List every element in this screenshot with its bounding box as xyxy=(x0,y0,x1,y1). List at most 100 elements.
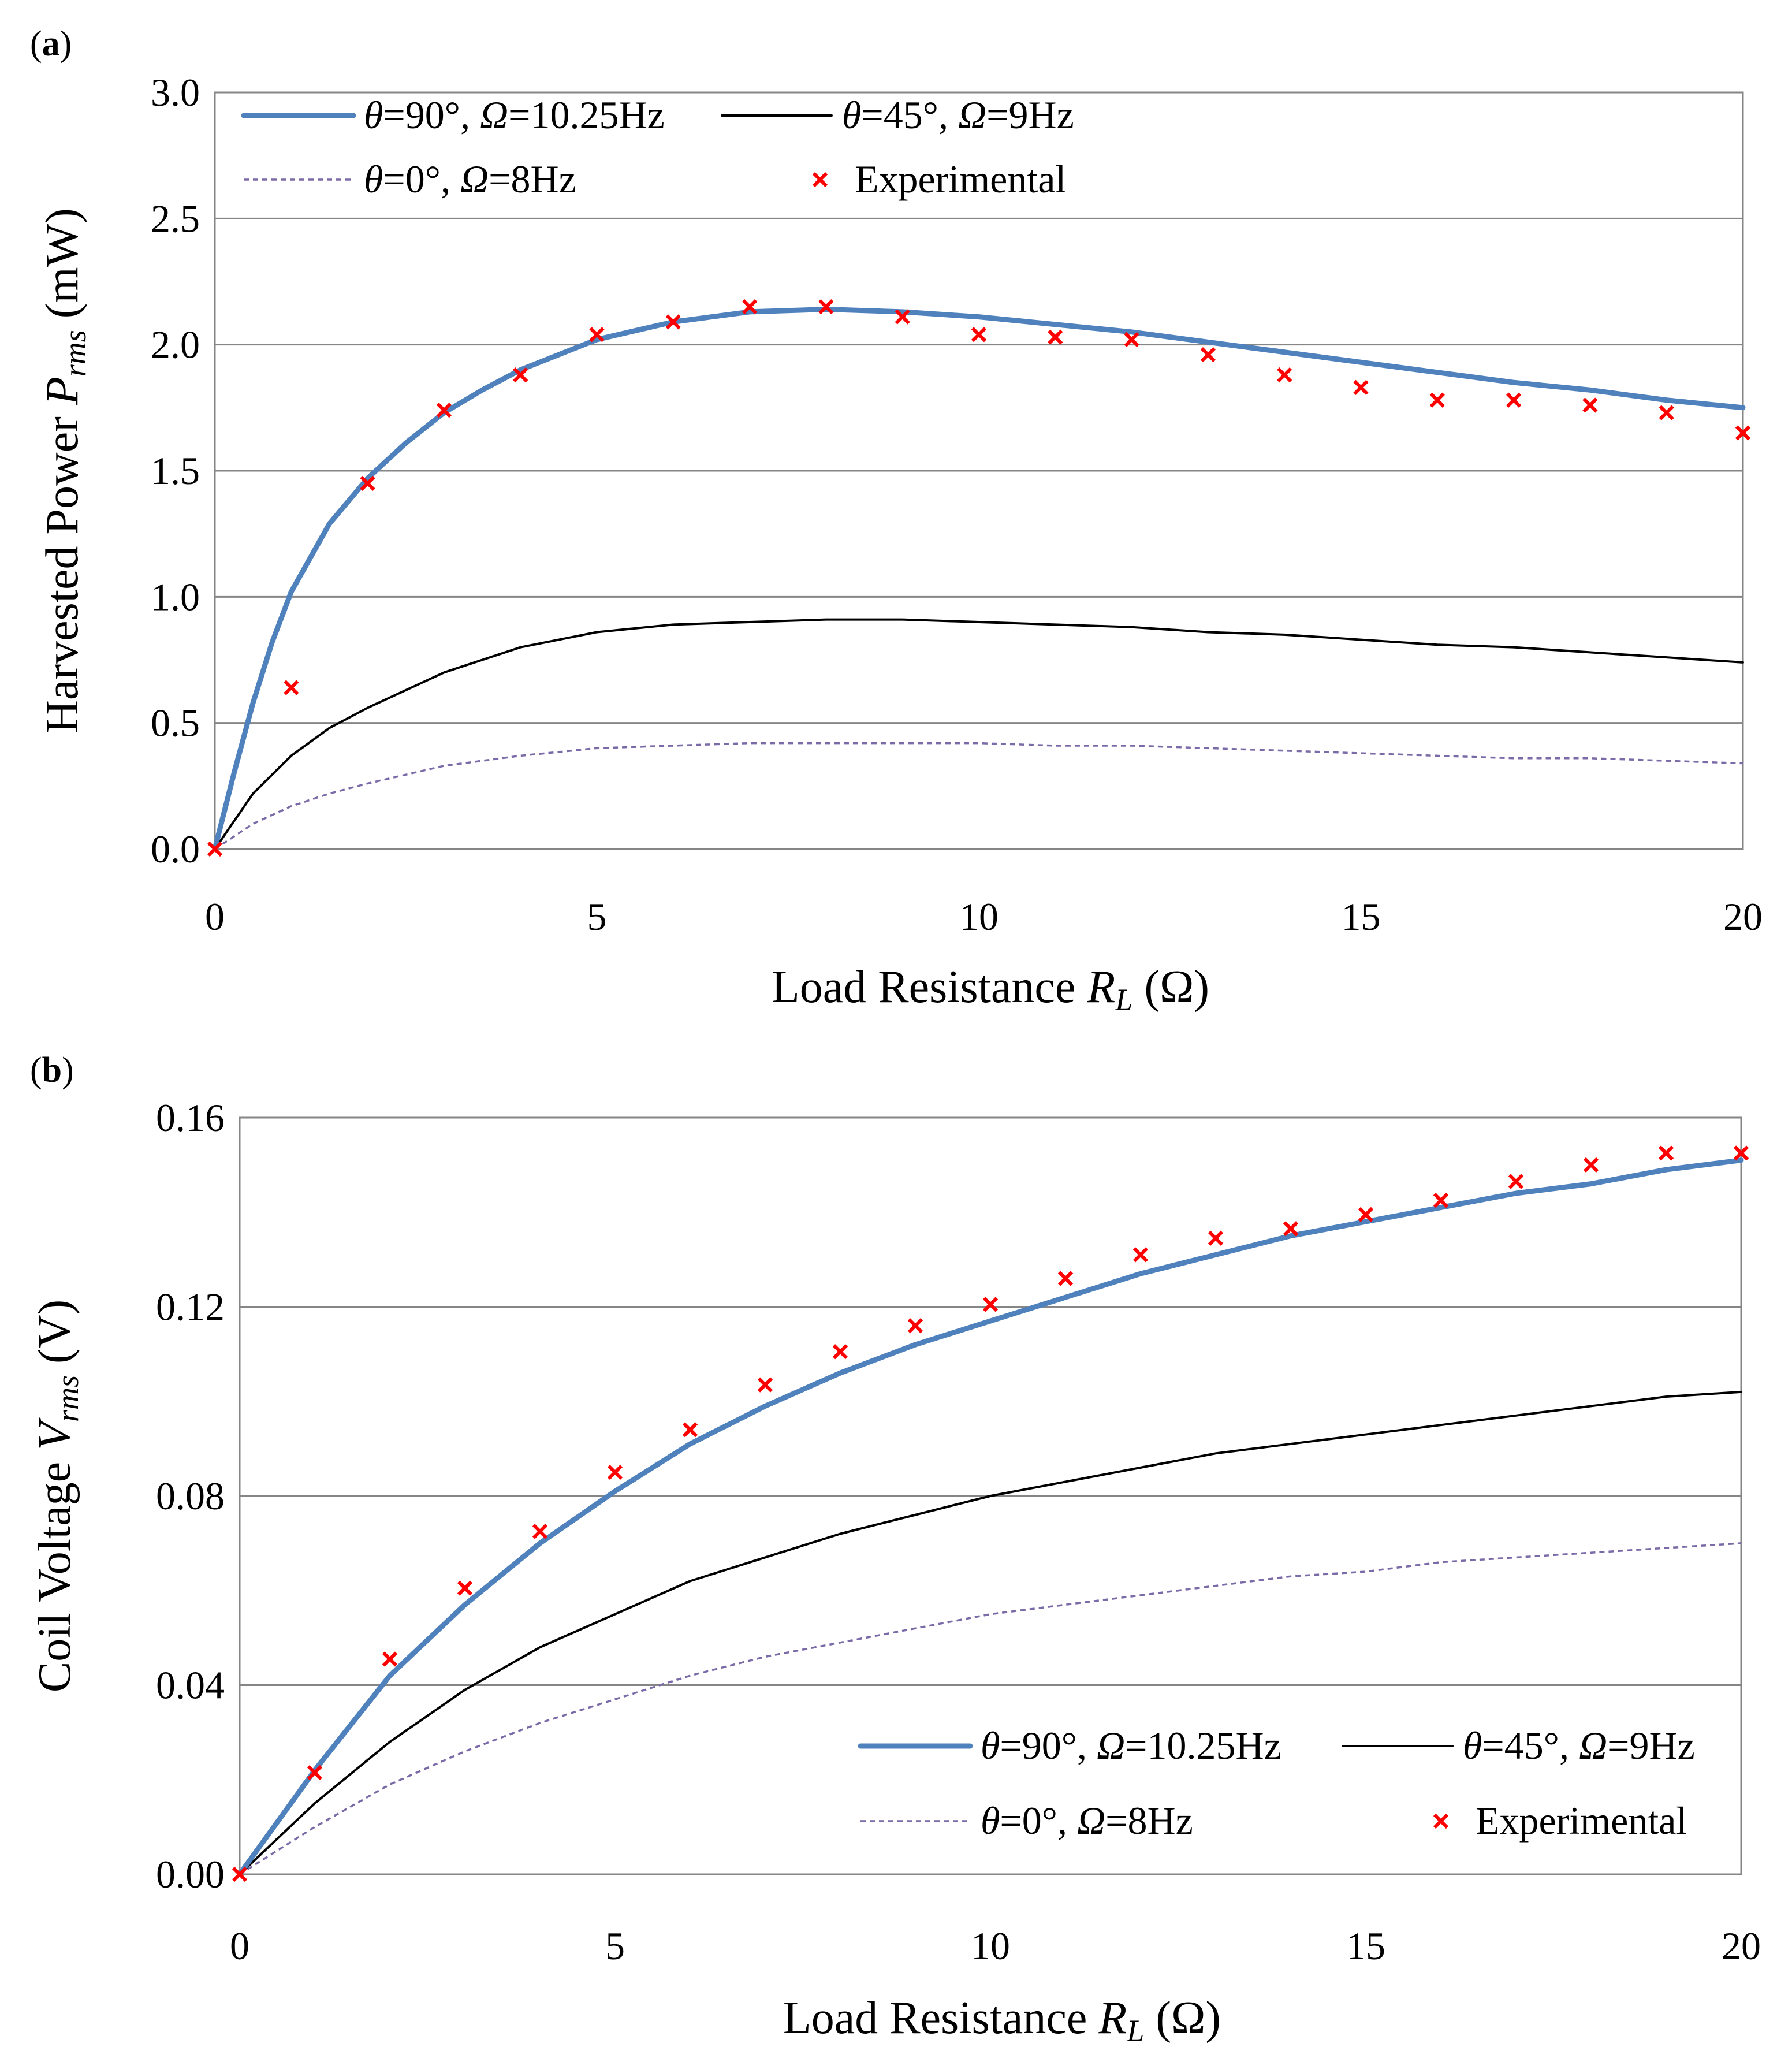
chart-1-legend-entry-0: θ=90°, Ω=10.25Hz xyxy=(858,1724,1281,1767)
chart-1-series-3-point-15-stroke-b xyxy=(1358,1207,1374,1222)
chart-0-series-0-line xyxy=(212,307,1746,852)
chart-0-legend-entry-0-label-b: =90°, xyxy=(383,93,480,137)
chart-0-x-axis-title-unit: (Ω) xyxy=(1132,962,1209,1013)
chart-0-y-axis-title: Harvested Power Prms (mW) xyxy=(37,208,92,734)
chart-1-series-3-point-17 xyxy=(1508,1174,1524,1189)
chart-1-legend-entry-1-label-d: =9Hz xyxy=(1607,1724,1695,1767)
chart-0-legend-entry-2-label-b: =0°, xyxy=(383,157,460,201)
chart-0-series-3-point-18-stroke-b xyxy=(1582,397,1598,413)
chart-1-series-3-point-8-stroke-b xyxy=(832,1344,848,1360)
chart-0-panel-label: (a) xyxy=(30,24,72,64)
chart-0-legend-entry-2-label-c: Ω xyxy=(460,157,489,201)
chart-1-series-3-point-6 xyxy=(682,1422,698,1438)
chart-0-ytick-label-3: 1.5 xyxy=(151,449,200,493)
chart-0-series-3-point-18 xyxy=(1582,397,1598,413)
chart-0-xtick-label-1: 5 xyxy=(587,895,607,939)
chart-1-series-3-point-6-stroke-b xyxy=(682,1422,698,1438)
chart-1-x-axis-title-unit: (Ω) xyxy=(1144,1993,1221,2044)
chart-1-ytick-label-3: 0.12 xyxy=(156,1285,225,1329)
chart-1-legend-entry-3-marker-stroke-b xyxy=(1433,1813,1449,1829)
chart-0-x-axis-title-sub: L xyxy=(1115,982,1132,1017)
chart-0-series-3-point-11 xyxy=(1048,329,1063,345)
chart-1-series-3-point-10 xyxy=(982,1297,999,1312)
chart-0-series-3-point-1-stroke-b xyxy=(284,680,299,695)
chart-1-panel-label-open: ( xyxy=(30,1051,42,1090)
chart-1-series-3-point-14 xyxy=(1283,1221,1299,1237)
chart-1-y-axis-title-sub: rms xyxy=(50,1375,85,1422)
chart-0-series-3-point-12 xyxy=(1124,332,1139,348)
chart-1-legend-entry-0-label-a: θ xyxy=(981,1724,1000,1767)
chart-1-legend-entry-0-label: θ=90°, Ω=10.25Hz xyxy=(981,1724,1281,1767)
chart-0-panel-label-close: ) xyxy=(60,24,72,64)
chart-1-ytick-label-0: 0.00 xyxy=(156,1852,225,1896)
chart-0-legend-entry-3-marker-stroke-b xyxy=(812,172,828,188)
chart-0-panel-label-open: ( xyxy=(30,24,42,64)
chart-0-x-axis-title-symbol: R xyxy=(1086,962,1115,1013)
chart-0-series-3-point-5 xyxy=(589,327,605,343)
chart-0-y-axis-title-unit: (mW) xyxy=(37,208,88,330)
chart-1-legend-entry-0-label-c: Ω xyxy=(1097,1724,1125,1767)
chart-0-series-3-point-10-stroke-b xyxy=(971,327,987,343)
chart-1-legend-entry-1-label: θ=45°, Ω=9Hz xyxy=(1463,1724,1695,1767)
chart-1-legend-entry-1: θ=45°, Ω=9Hz xyxy=(1342,1724,1695,1767)
chart-0-series-3-point-5-stroke-b xyxy=(589,327,605,343)
chart-0-series-3-point-9 xyxy=(895,309,910,325)
chart-0-legend-entry-1: θ=45°, Ω=9Hz xyxy=(721,93,1074,137)
chart-1-panel-label-letter: b xyxy=(42,1051,62,1090)
chart-1-series-3-point-7 xyxy=(757,1377,773,1393)
chart-0-x-axis-title-text: Load Resistance xyxy=(772,962,1087,1013)
chart-1-series-3-point-16-stroke-b xyxy=(1433,1193,1449,1208)
chart-0-series-3-point-14 xyxy=(1277,367,1292,383)
chart-1-series-3-point-12 xyxy=(1132,1247,1149,1263)
chart-0-ytick-label-2: 1.0 xyxy=(151,575,200,619)
chart-0: (a) 0.0 0.5 1.0 1.5 2.0 2.5 3.0 0 5 10 15 20 Load Res… xyxy=(30,24,1763,1017)
chart-0-series-3-point-13 xyxy=(1200,347,1216,363)
chart-1-y-axis-title-unit: (V) xyxy=(29,1300,80,1375)
chart-1-series-3-markers xyxy=(232,1145,1749,1882)
chart-1: (b) 0.00 0.04 0.08 0.12 0.16 0 5 10 15 20 Load Resi… xyxy=(29,1051,1761,2048)
chart-1-panel-label: (b) xyxy=(30,1051,74,1090)
chart-1-series-3-point-4-stroke-b xyxy=(532,1524,548,1539)
chart-0-legend-entry-0: θ=90°, Ω=10.25Hz xyxy=(241,93,665,137)
chart-0-x-axis-title: Load Resistance RL (Ω) xyxy=(772,962,1209,1017)
chart-1-series-3-point-20 xyxy=(1733,1145,1749,1161)
chart-0-series-3-point-2-stroke-b xyxy=(360,475,375,491)
chart-1-series-3-point-2 xyxy=(382,1651,398,1667)
chart-1-panel-label-close: ) xyxy=(62,1051,74,1090)
chart-1-xtick-label-0: 0 xyxy=(230,1924,249,1968)
chart-1-series-3-point-2-stroke-b xyxy=(382,1651,398,1667)
chart-1-series-3-point-3-stroke-b xyxy=(457,1580,473,1596)
chart-0-series-3-point-15-stroke-b xyxy=(1353,379,1369,396)
chart-0-legend-entry-1-label: θ=45°, Ω=9Hz xyxy=(842,93,1074,137)
chart-0-series-3-point-12-stroke-b xyxy=(1124,332,1139,348)
chart-1-series-3-point-1 xyxy=(307,1765,323,1781)
chart-0-legend-entry-3-label: Experimental xyxy=(855,157,1066,201)
chart-0-xtick-label-3: 15 xyxy=(1342,895,1381,939)
chart-0-series-3-point-19-stroke-b xyxy=(1659,405,1674,420)
chart-0-legend-entry-3-label-b: Experimental xyxy=(855,157,1066,201)
chart-1-x-axis-title: Load Resistance RL (Ω) xyxy=(783,1993,1221,2048)
chart-0-y-axis-title-sub: rms xyxy=(58,330,92,377)
chart-0-legend-entry-2-label: θ=0°, Ω=8Hz xyxy=(364,157,576,201)
chart-0-ytick-label-5: 2.5 xyxy=(151,196,200,240)
chart-1-series-3-point-8 xyxy=(832,1344,848,1360)
chart-0-series-3-point-3 xyxy=(436,403,452,418)
chart-0-series-3-point-4 xyxy=(513,367,528,383)
chart-0-series-1-line xyxy=(214,618,1744,850)
chart-1-series-3-point-14-stroke-b xyxy=(1283,1221,1299,1237)
chart-0-series-3-point-16-stroke-b xyxy=(1429,392,1445,408)
chart-1-legend-entry-2-label-b: =0°, xyxy=(1000,1799,1077,1843)
chart-0-xtick-label-0: 0 xyxy=(205,895,225,939)
chart-1-series-3-point-5 xyxy=(607,1464,623,1480)
chart-1-series-3-point-0 xyxy=(232,1866,248,1882)
chart-1-legend-entry-0-label-b: =90°, xyxy=(1000,1724,1097,1767)
chart-0-series-3-point-6-stroke-b xyxy=(665,314,681,330)
chart-0-legend-entry-1-label-c: Ω xyxy=(958,93,986,137)
chart-1-series-3-point-5-stroke-b xyxy=(607,1464,623,1480)
chart-0-legend-entry-2: θ=0°, Ω=8Hz xyxy=(244,157,576,201)
chart-0-series-3-point-7-stroke-b xyxy=(742,299,758,315)
chart-0-series-2-line xyxy=(214,742,1743,850)
chart-0-series-3-point-0-stroke-b xyxy=(207,841,223,857)
chart-0-series-3-point-6 xyxy=(665,314,681,330)
chart-0-legend-entry-3-marker xyxy=(812,172,828,188)
